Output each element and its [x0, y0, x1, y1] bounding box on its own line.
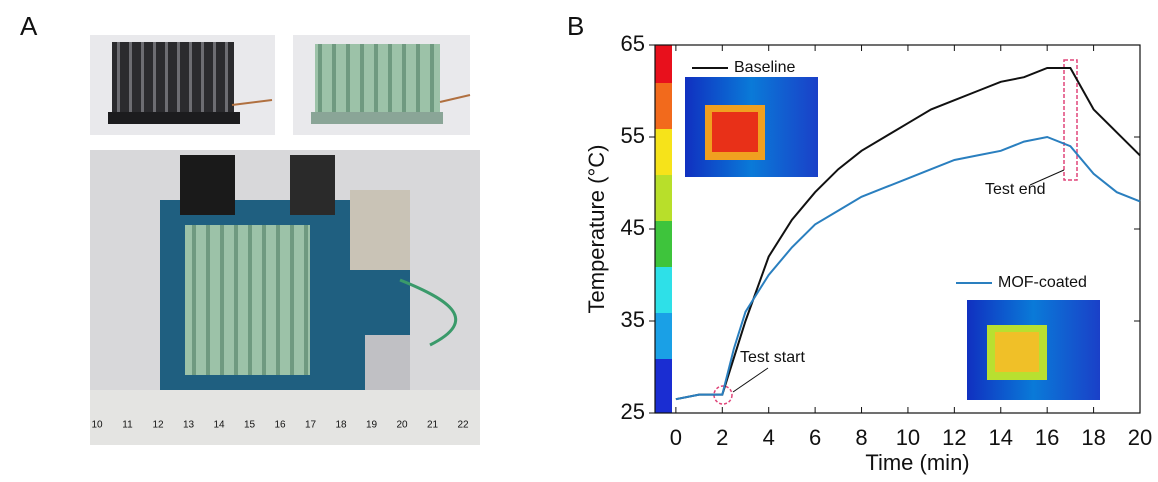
annotation: Test start: [740, 349, 805, 366]
legend-label: Baseline: [734, 59, 795, 76]
y-axis-label: Temperature (°C): [584, 145, 609, 314]
ruler-label: 22: [457, 420, 469, 431]
panel-label: A: [20, 11, 38, 41]
x-tick-label: 12: [942, 425, 966, 450]
ruler-label: 21: [427, 420, 439, 431]
y-tick-label: 65: [621, 31, 645, 56]
series-line: [675, 67, 1141, 401]
photo-heatsink-bare: [90, 35, 275, 135]
colorbar: [655, 45, 672, 413]
annotation: Test end: [985, 181, 1045, 198]
x-axis-label: Time (min): [865, 450, 969, 475]
y-tick-label: 45: [621, 215, 645, 240]
photo-heatsink-coated: [293, 35, 471, 135]
ruler-label: 19: [366, 420, 378, 431]
ruler-label: 15: [244, 420, 256, 431]
x-tick-label: 18: [1081, 425, 1105, 450]
x-tick-label: 16: [1035, 425, 1059, 450]
ruler-label: 20: [396, 420, 408, 431]
ruler-label: 13: [183, 420, 195, 431]
series-line: [675, 135, 1141, 401]
marker-end: [1063, 59, 1078, 181]
x-tick-label: 14: [989, 425, 1013, 450]
ruler-label: 10: [91, 420, 103, 431]
thermal-image-coated: [967, 300, 1100, 400]
x-tick-label: 2: [716, 425, 728, 450]
ruler-label: 16: [274, 420, 286, 431]
x-tick-label: 10: [896, 425, 920, 450]
x-tick-label: 4: [763, 425, 775, 450]
panel-label: B: [567, 11, 584, 41]
x-tick-label: 8: [855, 425, 867, 450]
y-tick-label: 55: [621, 123, 645, 148]
y-tick-label: 35: [621, 307, 645, 332]
legend-label: MOF-coated: [998, 274, 1087, 291]
ruler-label: 12: [152, 420, 164, 431]
x-tick-label: 0: [670, 425, 682, 450]
marker-start: [713, 385, 733, 405]
y-tick-label: 25: [621, 399, 645, 424]
ruler-label: 11: [122, 420, 133, 431]
ruler-label: 17: [305, 420, 317, 431]
thermal-image-baseline: [685, 77, 818, 177]
x-tick-label: 20: [1128, 425, 1152, 450]
ruler-label: 18: [335, 420, 347, 431]
annotation-arrow: [1029, 169, 1065, 186]
annotation-arrow: [732, 367, 769, 393]
photo-board: [90, 150, 480, 445]
ruler-label: 14: [213, 420, 225, 431]
x-tick-label: 6: [809, 425, 821, 450]
